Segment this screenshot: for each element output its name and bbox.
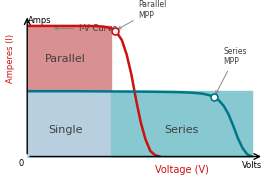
Text: Series
MPP: Series MPP <box>216 47 247 94</box>
Text: I-V Curve: I-V Curve <box>55 24 118 33</box>
Text: 0: 0 <box>18 159 24 168</box>
Text: Amperes (I): Amperes (I) <box>6 34 15 83</box>
Text: Volts: Volts <box>242 161 263 170</box>
Text: Voltage (V): Voltage (V) <box>155 165 209 175</box>
Text: Single: Single <box>48 125 82 135</box>
Text: Parallel
MPP: Parallel MPP <box>118 0 167 29</box>
Text: Parallel: Parallel <box>45 54 85 64</box>
Text: Amps: Amps <box>28 16 52 25</box>
Text: Series: Series <box>164 125 199 135</box>
